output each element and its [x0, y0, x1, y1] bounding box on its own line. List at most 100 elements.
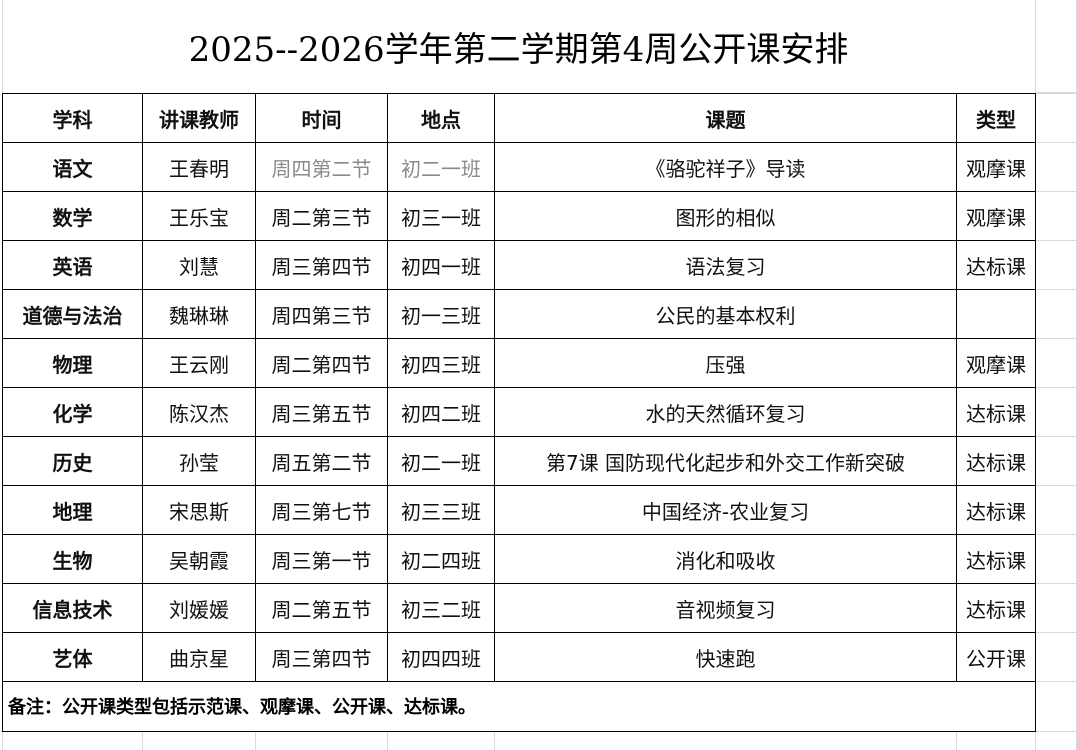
table-cell: 初四二班	[401, 401, 481, 426]
table-border	[2, 191, 1036, 192]
table-cell: 周三第一节	[271, 548, 372, 573]
table-border	[2, 338, 1036, 339]
table-border	[2, 632, 1036, 633]
table-cell: 周二第五节	[271, 597, 372, 622]
table-cell: 周二第四节	[271, 352, 372, 377]
table-cell: 陈汉杰	[169, 401, 229, 426]
table-cell: 《骆驼祥子》导读	[645, 156, 806, 181]
grid-line	[1035, 338, 1077, 339]
table-cell: 中国经济-农业复习	[641, 499, 810, 524]
grid-line	[1035, 289, 1077, 290]
table-border	[387, 93, 388, 681]
table-cell: 达标课	[966, 401, 1026, 426]
table-cell: 周三第五节	[271, 401, 372, 426]
table-cell: 初四四班	[401, 646, 481, 671]
table-border	[1035, 93, 1036, 731]
table-cell: 初四一班	[401, 254, 481, 279]
table-cell: 刘媛媛	[169, 597, 229, 622]
table-cell: 曲京星	[169, 646, 229, 671]
table-cell: 周二第三节	[271, 205, 372, 230]
table-cell: 化学	[52, 401, 93, 426]
table-border	[2, 387, 1036, 388]
table-cell: 数学	[52, 205, 93, 230]
table-cell: 孙莹	[179, 450, 219, 475]
table-cell: 初三三班	[401, 499, 481, 524]
table-border	[2, 534, 1036, 535]
table-cell: 王乐宝	[169, 205, 229, 230]
table-cell: 信息技术	[32, 597, 113, 622]
table-cell: 周三第七节	[271, 499, 372, 524]
table-cell: 达标课	[966, 254, 1026, 279]
table-cell: 图形的相似	[675, 205, 776, 230]
table-cell: 刘慧	[179, 254, 219, 279]
table-cell: 艺体	[52, 646, 93, 671]
table-border	[2, 289, 1036, 290]
table-border	[2, 142, 1036, 143]
table-cell: 达标课	[966, 450, 1026, 475]
grid-line	[1035, 583, 1077, 584]
note: 备注：公开课类型包括示范课、观摩课、公开课、达标课。	[8, 697, 476, 718]
grid-line	[1035, 142, 1077, 143]
table-border	[956, 93, 957, 681]
table-cell: 初一三班	[401, 303, 481, 328]
table-border	[142, 93, 143, 681]
table-cell: 讲课教师	[159, 107, 239, 132]
grid-line	[255, 731, 256, 750]
grid-line	[1035, 485, 1077, 486]
table-cell: 历史	[52, 450, 93, 475]
table-cell: 观摩课	[966, 156, 1026, 181]
table-border	[2, 436, 1036, 437]
table-cell: 周三第四节	[271, 254, 372, 279]
table-cell: 学科	[52, 107, 93, 132]
table-cell: 公开课	[966, 646, 1026, 671]
table-cell: 周三第四节	[271, 646, 372, 671]
table-border	[2, 681, 1036, 682]
table-cell: 消化和吸收	[675, 548, 776, 573]
table-cell: 道德与法治	[22, 303, 123, 328]
table-cell: 地点	[421, 107, 461, 132]
table-cell: 初四三班	[401, 352, 481, 377]
table-cell: 压强	[705, 352, 746, 377]
table-cell: 魏琳琳	[169, 303, 229, 328]
table-cell	[957, 290, 1035, 338]
grid-line	[387, 731, 388, 750]
grid-line	[1035, 436, 1077, 437]
table-cell: 达标课	[966, 548, 1026, 573]
grid-line	[1035, 93, 1077, 94]
grid-line	[1035, 92, 1077, 93]
table-cell: 类型	[976, 107, 1016, 132]
table-cell: 初二四班	[401, 548, 481, 573]
grid-line	[1035, 731, 1077, 732]
grid-line	[142, 731, 143, 750]
table-cell: 观摩课	[966, 352, 1026, 377]
grid-line	[956, 731, 957, 750]
table-cell: 物理	[52, 352, 93, 377]
table-cell: 吴朝霞	[169, 548, 229, 573]
table-cell: 达标课	[966, 597, 1026, 622]
table-border	[494, 93, 495, 681]
sheet-title: 2025--2026学年第二学期第4周公开课安排	[188, 29, 849, 70]
table-cell: 周四第三节	[271, 303, 372, 328]
table-cell: 王春明	[169, 156, 229, 181]
table-border	[2, 731, 1036, 732]
grid-line	[1035, 387, 1077, 388]
table-cell: 周四第二节	[271, 156, 372, 181]
table-cell: 第7课 国防现代化起步和外交工作新突破	[545, 450, 906, 475]
table-border	[2, 93, 1036, 94]
table-border	[2, 93, 3, 731]
table-border	[2, 485, 1036, 486]
grid-line	[1035, 191, 1077, 192]
table-cell: 宋思斯	[169, 499, 229, 524]
table-cell: 公民的基本权利	[655, 303, 796, 328]
table-border	[2, 583, 1036, 584]
grid-line	[494, 731, 495, 750]
table-cell: 语文	[52, 156, 93, 181]
table-cell: 时间	[301, 107, 342, 132]
table-cell: 生物	[52, 548, 93, 573]
table-cell: 王云刚	[169, 352, 229, 377]
table-cell: 周五第二节	[271, 450, 372, 475]
table-cell: 观摩课	[966, 205, 1026, 230]
table-cell: 初三一班	[401, 205, 481, 230]
grid-line	[1035, 681, 1077, 682]
